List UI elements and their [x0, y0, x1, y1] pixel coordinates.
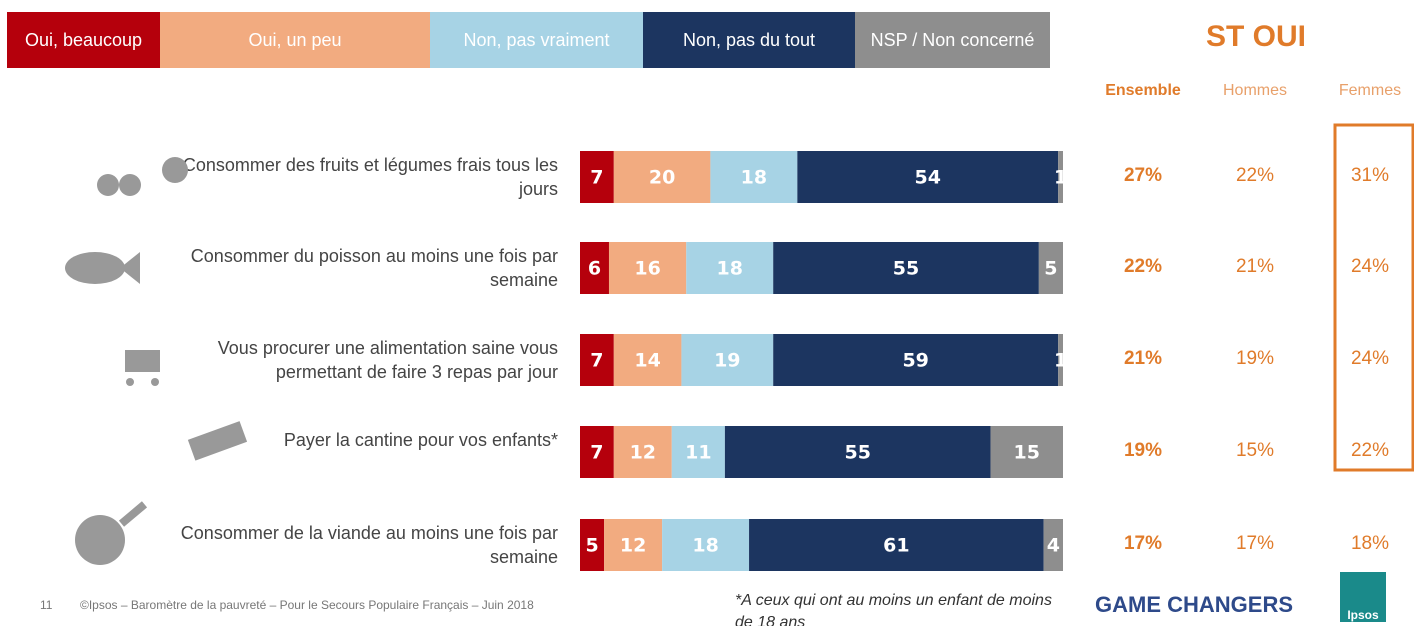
bar-segment	[990, 426, 1063, 478]
st-value: 19%	[1123, 440, 1163, 461]
st-value: 22%	[1123, 256, 1163, 277]
logo: Ipsos	[1340, 572, 1386, 622]
bar-segment	[724, 426, 991, 478]
st-title: ST OUI	[1205, 20, 1306, 53]
category-label: Consommer de la viande au moins une fois…	[180, 523, 558, 567]
bar-segment	[580, 242, 609, 294]
bar-segment	[580, 151, 614, 203]
legend-item: Oui, un peu	[160, 12, 430, 68]
data-label: 12	[620, 535, 646, 557]
highlight-box	[1333, 123, 1414, 472]
bar-segment	[580, 334, 614, 386]
data-label: 18	[692, 535, 718, 557]
st-value: 24%	[1350, 348, 1390, 369]
data-label: 18	[717, 258, 743, 280]
st-value: 27%	[1123, 165, 1163, 186]
data-label: 4	[1047, 535, 1060, 557]
column-header: Femmes	[1338, 82, 1402, 99]
bar-segment	[613, 334, 682, 386]
bar-segment	[1043, 519, 1063, 571]
data-label: 7	[590, 167, 603, 189]
category-label: Consommer des fruits et légumes frais to…	[182, 155, 558, 199]
data-label: 61	[883, 535, 909, 557]
data-label: 59	[902, 350, 928, 372]
category-label: Consommer du poisson au moins une fois p…	[190, 246, 558, 290]
source: ©Ipsos – Baromètre de la pauvreté – Pour…	[80, 598, 534, 612]
bar-segment	[710, 151, 798, 203]
bar-segment	[662, 519, 750, 571]
bar-segment	[773, 334, 1059, 386]
data-label: 55	[844, 442, 870, 464]
data-label: 55	[893, 258, 919, 280]
data-label: 15	[1014, 442, 1040, 464]
data-label: 14	[634, 350, 660, 372]
legend-item: Oui, beaucoup	[7, 12, 160, 68]
data-label: 11	[685, 442, 711, 464]
category-label: Vous procurer une alimentation saine vou…	[217, 338, 558, 382]
page-number: 11	[40, 598, 53, 612]
bar-segment	[749, 519, 1044, 571]
note: *A ceux qui ont au moins un enfant de mo…	[735, 592, 1052, 626]
bar-segment	[580, 426, 614, 478]
icons	[65, 157, 248, 565]
data-label: 1	[1054, 167, 1067, 189]
legend-item: NSP / Non concerné	[855, 12, 1050, 68]
data-label: 1	[1054, 350, 1067, 372]
data-label: 18	[741, 167, 767, 189]
st-value: 17%	[1123, 533, 1163, 554]
bar-segment	[773, 242, 1039, 294]
column-header: Ensemble	[1105, 82, 1181, 99]
st-value: 15%	[1235, 440, 1275, 461]
data-label: 5	[585, 535, 598, 557]
bar-segment	[608, 242, 687, 294]
legend-item: Non, pas vraiment	[430, 12, 643, 68]
bar-segment	[613, 151, 711, 203]
data-label: 54	[915, 167, 941, 189]
slogan: GAME CHANGERS	[1095, 592, 1294, 617]
st-value: 17%	[1235, 533, 1275, 554]
bar-segment	[1058, 151, 1063, 203]
st-value: 19%	[1235, 348, 1275, 369]
bar-segment	[671, 426, 725, 478]
legend-item: Non, pas du tout	[643, 12, 855, 68]
data-label: 19	[714, 350, 740, 372]
data-label: 7	[590, 350, 603, 372]
data-label: 7	[590, 442, 603, 464]
bar-segment	[580, 519, 605, 571]
st-value: 22%	[1235, 165, 1275, 186]
st-value: 21%	[1123, 348, 1163, 369]
st-value: 31%	[1350, 165, 1390, 186]
bar-segment	[604, 519, 663, 571]
bar-segment	[1058, 334, 1063, 386]
bar-segment	[686, 242, 774, 294]
category-label: Payer la cantine pour vos enfants*	[283, 430, 558, 450]
bar-segment	[681, 334, 774, 386]
data-label: 20	[649, 167, 675, 189]
column-header: Hommes	[1222, 82, 1287, 99]
data-label: 6	[588, 258, 601, 280]
st-value: 22%	[1350, 440, 1390, 461]
data-label: 16	[634, 258, 660, 280]
data-label: 12	[630, 442, 656, 464]
st-value: 18%	[1350, 533, 1390, 554]
st-value: 21%	[1235, 256, 1275, 277]
st-value: 24%	[1350, 256, 1390, 277]
data-label: 5	[1044, 258, 1057, 280]
bar-segment	[797, 151, 1059, 203]
bar-segment	[613, 426, 672, 478]
bar-segment	[1038, 242, 1063, 294]
